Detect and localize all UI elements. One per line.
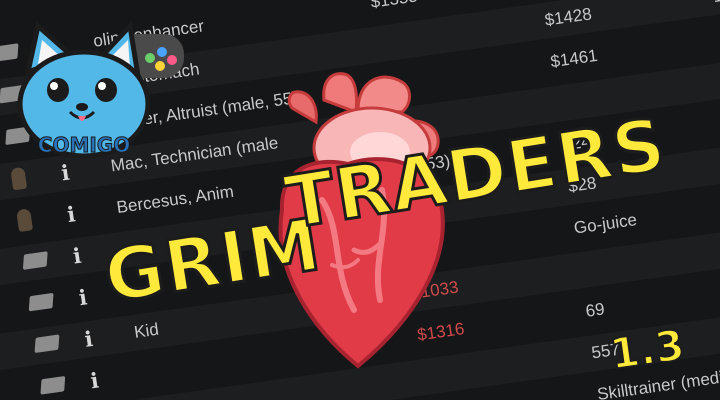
item-value: 69 [584, 299, 606, 321]
comigo-cat-logo: COMIGO [17, 20, 184, 159]
item-value: $1428 [543, 4, 593, 30]
heart-illustration [278, 72, 445, 369]
item-thumbnail [16, 208, 34, 233]
item-thumbnail [40, 375, 66, 395]
info-icon[interactable]: i [71, 242, 83, 269]
info-icon[interactable]: i [65, 201, 77, 228]
version-badge: 1.3 [606, 319, 689, 380]
item-thumbnail [22, 251, 48, 270]
item-thumbnail [34, 334, 60, 354]
info-icon[interactable]: i [83, 325, 95, 352]
logo-text: COMIGO [38, 133, 130, 157]
info-icon[interactable]: i [77, 284, 89, 311]
info-icon[interactable]: i [88, 367, 101, 394]
item-value: $1461 [549, 45, 599, 72]
item-thumbnail [28, 292, 54, 312]
item-qty: 1 [712, 0, 720, 7]
item-price: $1355 [369, 0, 419, 13]
